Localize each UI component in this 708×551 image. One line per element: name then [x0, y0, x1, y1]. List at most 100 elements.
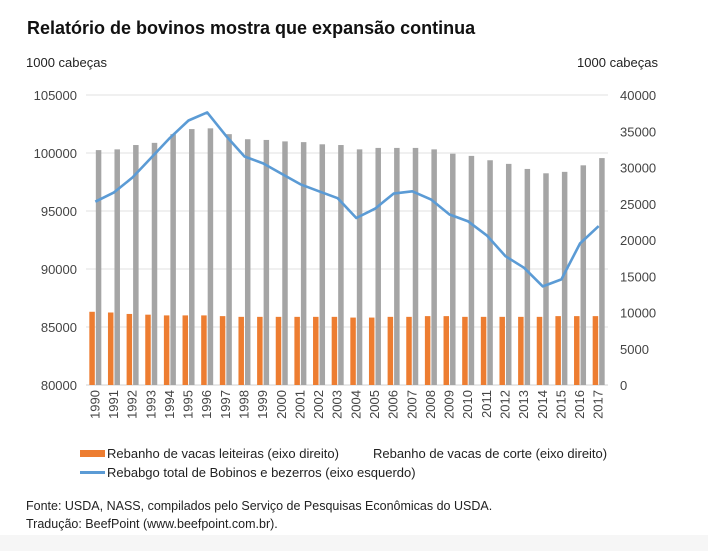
x-tick-label: 1995	[181, 390, 196, 419]
x-tick-label: 2011	[479, 390, 494, 418]
bar-dairy-1990	[89, 311, 95, 385]
bar-beef-2001	[300, 142, 307, 385]
x-tick-label: 2005	[367, 390, 382, 419]
bar-dairy-2004	[350, 317, 356, 385]
x-tick-label: 1993	[143, 390, 158, 419]
bar-dairy-2016	[574, 316, 580, 385]
source-note: Fonte: USDA, NASS, compilados pelo Servi…	[26, 497, 492, 533]
bar-dairy-2001	[294, 316, 300, 385]
x-tick-label: 2012	[497, 390, 512, 419]
legend-row-1: Rebanho de vacas leiteiras (eixo direito…	[80, 444, 607, 463]
bar-dairy-2000	[275, 316, 282, 385]
bar-dairy-2006	[387, 316, 394, 385]
bar-beef-2014	[543, 173, 549, 385]
legend-swatch-dairy	[80, 450, 105, 457]
left-tick-label: 90000	[41, 262, 77, 277]
x-tick-label: 2013	[516, 390, 531, 419]
bar-beef-2008	[431, 149, 437, 385]
x-tick-label: 1997	[218, 390, 233, 419]
right-axis-ticks: 0 5000 10000 15000 20000 25000 30000 35000 40000	[620, 88, 656, 393]
line-series	[94, 111, 600, 288]
right-tick-label: 35000	[620, 124, 656, 139]
x-tick-label: 2001	[292, 390, 307, 419]
bar-beef-1995	[189, 129, 195, 385]
x-tick-label: 2009	[442, 390, 457, 419]
bar-dairy-1995	[182, 315, 189, 385]
x-tick-label: 2008	[423, 390, 438, 419]
left-tick-label: 80000	[41, 378, 77, 393]
legend-row-2: Rebabgo total de Bobinos e bezerros (eix…	[80, 463, 607, 482]
left-axis-ticks: 80000 85000 90000 95000 100000 105000	[34, 88, 77, 393]
bar-dairy-1991	[107, 312, 114, 385]
x-tick-label: 1998	[236, 390, 251, 419]
legend-label-total: Rebabgo total de Bobinos e bezerros (eix…	[107, 465, 416, 480]
x-tick-label: 2002	[311, 390, 326, 419]
legend-label-dairy: Rebanho de vacas leiteiras (eixo direito…	[107, 446, 339, 461]
line-total-herd	[94, 111, 600, 288]
x-tick-label: 2010	[460, 390, 475, 419]
bar-dairy-2017	[592, 316, 599, 385]
x-tick-label: 1991	[106, 390, 121, 419]
x-tick-label: 2016	[572, 390, 587, 419]
left-axis-unit-label: 1000 cabeças	[26, 55, 107, 70]
bar-beef-2017	[599, 158, 605, 385]
bar-beef-1999	[263, 139, 270, 385]
right-tick-label: 10000	[620, 306, 656, 321]
bar-dairy-2009	[443, 316, 450, 385]
x-tick-label: 2017	[591, 390, 606, 419]
bar-dairy-2011	[480, 316, 487, 385]
bar-beef-2005	[375, 147, 381, 385]
x-tick-label: 1999	[255, 390, 270, 419]
bar-beef-1996	[207, 128, 214, 385]
bar-dairy-1994	[163, 315, 170, 385]
x-tick-label: 2004	[348, 390, 363, 419]
bar-beef-2004	[356, 149, 363, 385]
bar-dairy-2010	[462, 316, 468, 385]
chart-canvas: 80000 85000 90000 95000 100000 105000 0 5000 10…	[34, 88, 657, 419]
legend-label-beef: Rebanho de vacas de corte (eixo direito)	[372, 446, 608, 461]
x-axis-ticks: 1990 1991 1992 1993 1994 1995 1996 1997 1998 1999…	[87, 390, 605, 419]
x-tick-label: 2014	[535, 390, 550, 419]
bar-dairy-2005	[368, 317, 375, 385]
legend: Rebanho de vacas leiteiras (eixo direito…	[80, 444, 607, 482]
left-tick-label: 95000	[41, 204, 77, 219]
bar-beef-1993	[151, 142, 158, 385]
bar-dairy-1999	[257, 316, 263, 385]
x-tick-label: 1990	[87, 390, 102, 419]
bar-beef-2003	[338, 145, 344, 385]
bar-dairy-2013	[518, 316, 524, 385]
bar-dairy-2003	[331, 316, 338, 385]
bar-beef-2016	[580, 165, 587, 385]
left-tick-label: 105000	[34, 88, 77, 103]
bar-beef-2013	[524, 168, 531, 385]
bar-beef-2015	[561, 171, 568, 385]
x-tick-label: 2006	[386, 390, 401, 419]
bar-dairy-2002	[313, 316, 319, 385]
right-tick-label: 5000	[620, 342, 649, 357]
right-tick-label: 0	[620, 378, 627, 393]
bar-dairy-2008	[424, 316, 431, 385]
bar-dairy-2014	[536, 316, 543, 385]
bar-dairy-1998	[238, 316, 244, 385]
bar-beef-1998	[244, 139, 251, 385]
bar-dairy-2007	[406, 316, 412, 385]
legend-swatch-total	[80, 471, 105, 474]
source-line-2: Tradução: BeefPoint (www.beefpoint.com.b…	[26, 517, 278, 531]
right-tick-label: 30000	[620, 161, 656, 176]
x-tick-label: 2007	[404, 390, 419, 419]
left-tick-label: 85000	[41, 320, 77, 335]
right-tick-label: 40000	[620, 88, 656, 103]
bars	[89, 128, 605, 385]
bar-dairy-1992	[126, 313, 133, 385]
left-tick-label: 100000	[34, 146, 77, 161]
footer-band	[0, 535, 708, 551]
bar-beef-2002	[319, 144, 326, 385]
bar-beef-1990	[95, 150, 102, 385]
bar-dairy-2015	[555, 316, 561, 385]
bar-dairy-1993	[145, 314, 151, 385]
right-axis-unit-label: 1000 cabeças	[577, 55, 658, 70]
x-tick-label: 2000	[274, 390, 289, 419]
bar-beef-2010	[468, 155, 475, 385]
x-tick-label: 1996	[199, 390, 214, 419]
right-tick-label: 20000	[620, 233, 656, 248]
